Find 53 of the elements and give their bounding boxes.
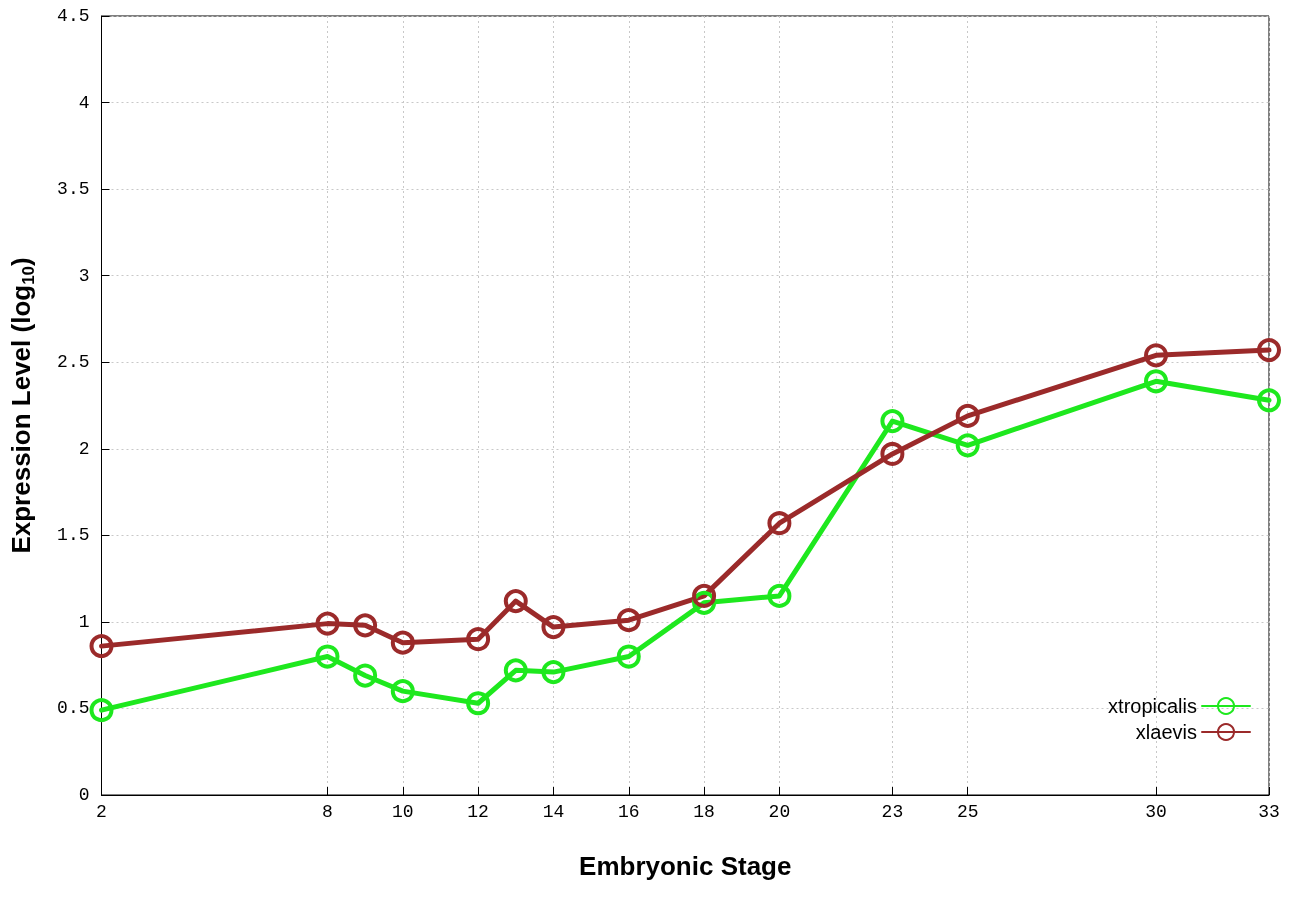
point [315, 644, 340, 669]
point [466, 627, 491, 652]
point [955, 403, 980, 428]
point [390, 630, 415, 655]
y-tick-label: 1 [78, 611, 90, 632]
point [616, 608, 641, 633]
x-tick-label: 23 [881, 802, 904, 822]
y-tick-label: 4 [78, 92, 90, 113]
legend-label: xtropicalis [1108, 695, 1197, 717]
point [767, 511, 792, 536]
point [503, 658, 528, 683]
point [541, 615, 566, 640]
point [353, 613, 378, 638]
y-tick-label: 3 [78, 265, 90, 286]
point [1257, 388, 1281, 413]
point [955, 433, 980, 458]
x-tick-label: 33 [1258, 802, 1280, 822]
point [89, 698, 114, 723]
point [503, 589, 528, 614]
legend-label: xlaevis [1135, 721, 1197, 743]
point [616, 644, 641, 669]
point [89, 634, 114, 659]
point [541, 660, 566, 685]
x-axis-title: Embryonic Stage [579, 851, 792, 881]
point [767, 583, 792, 608]
point [315, 611, 340, 636]
x-tick-label: 25 [956, 802, 979, 822]
x-tick-label: 8 [322, 802, 333, 822]
x-tick-label: 16 [617, 802, 640, 822]
x-tick-label: 14 [542, 802, 565, 822]
point [880, 409, 905, 434]
point [1144, 343, 1169, 368]
x-tick-label: 18 [693, 802, 715, 822]
point [1257, 338, 1281, 363]
point [390, 679, 415, 704]
y-tick-label: 0.5 [57, 698, 90, 719]
y-axis-title: Expression Level (log10) [6, 257, 38, 554]
point [880, 441, 905, 466]
y-tick-label: 4.5 [57, 6, 90, 26]
y-tick-label: 3.5 [57, 179, 90, 200]
y-tick-label: 2 [78, 438, 90, 459]
y-tick-label: 2.5 [57, 352, 90, 373]
point [353, 663, 378, 688]
x-tick-label: 12 [467, 802, 489, 822]
x-tick-label: 10 [391, 802, 414, 822]
x-tick-label: 2 [96, 802, 107, 822]
x-tick-label: 20 [768, 802, 791, 822]
x-tick-label: 30 [1145, 802, 1167, 822]
point [1144, 369, 1169, 394]
y-tick-label: 0 [78, 785, 90, 805]
point [466, 691, 491, 716]
y-tick-label: 1.5 [57, 525, 90, 546]
point [692, 583, 717, 608]
